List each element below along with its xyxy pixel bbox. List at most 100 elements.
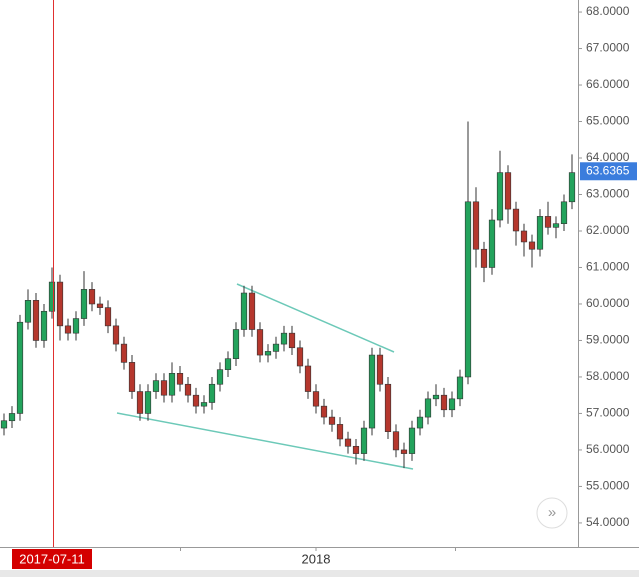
candle-body (408, 427, 416, 454)
y-tick-label: 66.0000 (586, 77, 630, 91)
candle-body (320, 405, 328, 418)
candle-body (232, 329, 240, 360)
candle-body (472, 201, 480, 250)
candle-body (152, 380, 160, 392)
candle-body (56, 281, 64, 327)
candle-body (424, 398, 432, 418)
candle-body (568, 172, 576, 203)
y-tick-label: 64.0000 (586, 150, 630, 164)
candle-body (312, 391, 320, 407)
candle-body (400, 449, 408, 454)
candle-body (344, 438, 352, 447)
y-tick-label: 55.0000 (586, 479, 630, 493)
candle-body (440, 394, 448, 411)
candle-body (352, 445, 360, 454)
candle-body (224, 358, 232, 370)
candle-body (264, 351, 272, 356)
candle-body (96, 303, 104, 308)
candle-body (336, 424, 344, 440)
trend-line (236, 283, 395, 353)
plot (0, 121, 576, 469)
candle-body (0, 420, 8, 429)
candle-body (200, 402, 208, 407)
candle-body (48, 281, 56, 312)
candle-body (240, 292, 248, 330)
candle-body (8, 413, 16, 422)
candle-body (432, 394, 440, 400)
y-tick-label: 63.0000 (586, 187, 630, 201)
candle-body (88, 289, 96, 305)
candle-body (184, 383, 192, 396)
candle-body (24, 300, 32, 323)
candle-body (32, 300, 40, 341)
crosshair-label-box (12, 549, 92, 569)
last-price-label: 63.6365 (586, 163, 630, 177)
candle-body (416, 416, 424, 429)
candle-body (520, 230, 528, 243)
candle-body (544, 216, 552, 228)
y-tick-label: 56.0000 (586, 442, 630, 456)
y-tick-label: 65.0000 (586, 114, 630, 128)
y-tick-label: 61.0000 (586, 260, 630, 274)
scroll-button-icon[interactable]: » (548, 504, 556, 521)
candle-body (536, 216, 544, 250)
candle-body (280, 332, 288, 345)
candle-body (552, 223, 560, 228)
candle-body (512, 208, 520, 232)
candle-body (176, 373, 184, 385)
candle-body (496, 172, 504, 221)
candle-body (560, 201, 568, 224)
candle-body (272, 343, 280, 352)
y-tick-label: 67.0000 (586, 41, 630, 55)
candle-body (296, 347, 304, 367)
candle-body (192, 394, 200, 407)
candle-body (208, 383, 216, 403)
candle-body (80, 289, 88, 319)
candle-body (256, 329, 264, 356)
y-tick-label: 68.0000 (586, 4, 630, 18)
candle-body (448, 398, 456, 411)
candle-body (128, 362, 136, 392)
candle-body (480, 248, 488, 268)
candle-body (392, 431, 400, 451)
x-tick-label: 2018 (302, 551, 331, 566)
y-tick-label: 62.0000 (586, 223, 630, 237)
candle-body (360, 427, 368, 454)
candle-body (488, 219, 496, 268)
y-tick-label: 60.0000 (586, 296, 630, 310)
y-tick-label: 54.0000 (586, 515, 630, 529)
candle-body (216, 369, 224, 385)
candle-body (40, 310, 48, 341)
last-price-box (580, 162, 637, 181)
candle-body (504, 172, 512, 210)
candle-body (328, 416, 336, 425)
candle-body (456, 376, 464, 400)
candle-body (104, 307, 112, 327)
scroll-button[interactable] (536, 497, 568, 529)
candle-body (160, 380, 168, 396)
crosshair-label: 2017-07-11 (19, 551, 85, 566)
candle-body (368, 354, 376, 429)
candle-body (120, 343, 128, 363)
candle-body (16, 321, 24, 414)
y-tick-label: 59.0000 (586, 333, 630, 347)
candle-body (72, 318, 80, 334)
candle-body (248, 292, 256, 330)
candle-body (168, 373, 176, 396)
candle-body (136, 391, 144, 414)
candle-body (528, 241, 536, 250)
candle-body (304, 365, 312, 392)
candle-body (376, 354, 384, 385)
candle-body (64, 325, 72, 334)
candle-body (464, 201, 472, 378)
candle-body (144, 391, 152, 414)
y-tick-label: 57.0000 (586, 406, 630, 420)
candle-body (384, 383, 392, 432)
y-tick-label: 58.0000 (586, 369, 630, 383)
candle-body (288, 332, 296, 349)
scrollbar[interactable] (0, 570, 639, 577)
candle-body (112, 325, 120, 345)
